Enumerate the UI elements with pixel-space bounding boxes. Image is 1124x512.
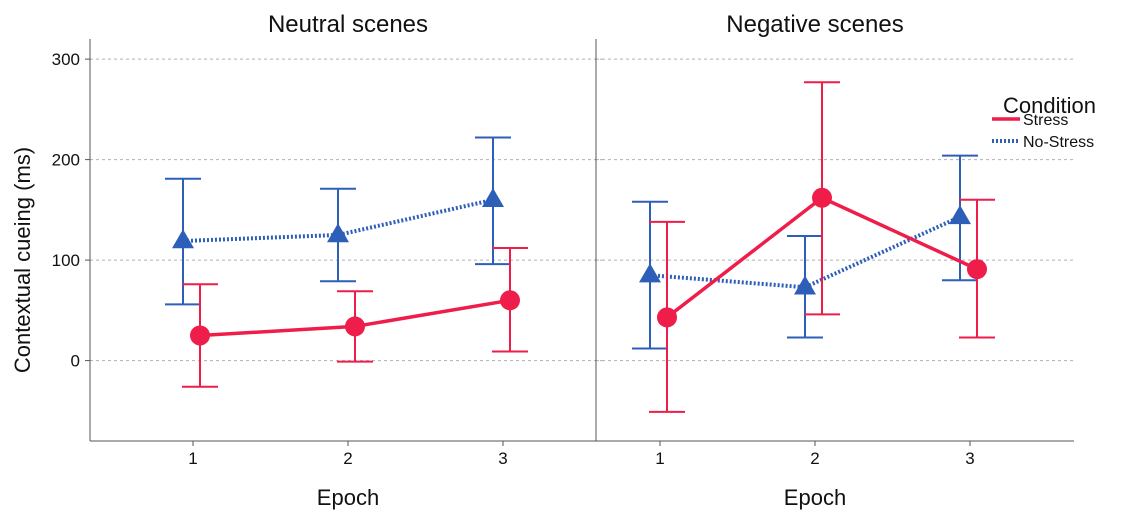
data-point (639, 263, 661, 283)
panel-2: 1 2 3 Negative scenes (595, 11, 1074, 468)
y-axis-label: Contextual cueing (ms) (10, 147, 35, 373)
series-line (182, 197, 494, 244)
legend-label: Stress (1023, 112, 1068, 129)
x-tick-label: 1 (655, 449, 664, 468)
x-tick-label: 3 (498, 449, 507, 468)
legend-label: No-Stress (1023, 134, 1094, 151)
data-point (327, 223, 349, 243)
series-stress (182, 247, 528, 388)
data-point (657, 307, 677, 328)
legend-title: Condition (1003, 93, 1096, 118)
data-point (794, 275, 816, 295)
panel-title: Neutral scenes (268, 11, 428, 38)
panel-title: Negative scenes (726, 11, 903, 38)
y-tick-label: 300 (52, 50, 80, 69)
x-tick-label: 2 (810, 449, 819, 468)
data-point (172, 229, 194, 249)
data-point (967, 259, 987, 280)
data-point (190, 325, 210, 346)
data-point (482, 188, 504, 208)
x-tick-label: 2 (343, 449, 352, 468)
x-tick-label: 3 (965, 449, 974, 468)
data-point (345, 316, 365, 337)
data-point (812, 187, 832, 208)
data-point (949, 205, 971, 225)
data-point (500, 290, 520, 311)
x-axis-label-left: Epoch (317, 485, 379, 510)
y-tick-label: 100 (52, 251, 80, 270)
series-stress (649, 81, 995, 413)
y-tick-label: 0 (71, 352, 80, 371)
y-tick-label: 200 (52, 151, 80, 170)
series-no-stress (632, 154, 978, 350)
series-no-stress (165, 136, 511, 306)
legend: Condition Stress No-Stress (992, 93, 1096, 151)
panel-1: 0 100 200 300 1 2 3 Neutral scenes (52, 11, 606, 468)
series-line (649, 215, 961, 290)
x-tick-label: 1 (188, 449, 197, 468)
x-axis-label-right: Epoch (784, 485, 846, 510)
